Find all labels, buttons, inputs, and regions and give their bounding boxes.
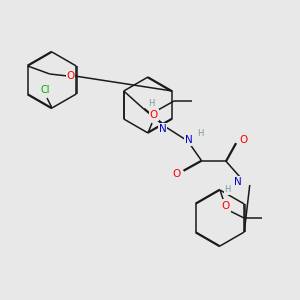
Text: O: O	[150, 110, 158, 120]
Text: O: O	[67, 71, 75, 81]
Text: O: O	[172, 169, 181, 179]
Text: N: N	[159, 124, 166, 134]
Text: H: H	[225, 185, 231, 194]
Text: O: O	[222, 201, 230, 211]
Text: O: O	[240, 135, 248, 145]
Text: N: N	[234, 177, 242, 187]
Text: Cl: Cl	[40, 85, 50, 95]
Text: H: H	[198, 128, 204, 137]
Text: N: N	[185, 135, 193, 145]
Text: H: H	[148, 98, 155, 107]
